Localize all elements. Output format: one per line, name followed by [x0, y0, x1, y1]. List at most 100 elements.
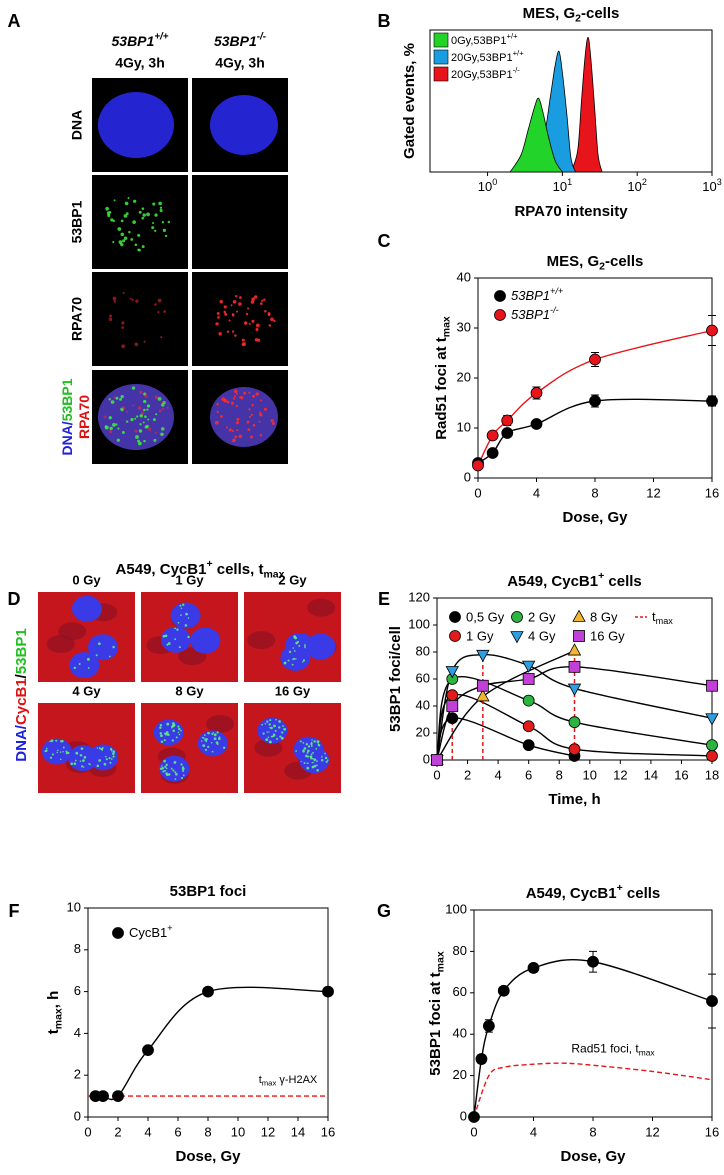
- focus-dot: [238, 302, 242, 306]
- marker: [706, 739, 718, 752]
- focus-dot: [202, 744, 206, 748]
- focus-dot: [310, 753, 313, 756]
- x-axis-label: Dose, Gy: [562, 509, 628, 526]
- y-tick-label: 30: [457, 319, 471, 334]
- text-part: 0: [492, 177, 497, 187]
- focus-dot: [180, 607, 183, 610]
- marker: [446, 700, 459, 712]
- marker: [587, 955, 599, 968]
- marker: [112, 927, 124, 939]
- focus-dot: [204, 748, 207, 751]
- text-part: CycB1: [129, 925, 167, 940]
- x-tick-label: 12: [646, 485, 660, 500]
- focus-dot: [185, 612, 188, 616]
- focus-dot: [278, 726, 281, 729]
- focus-dot: [240, 396, 244, 400]
- focus-dot: [153, 438, 157, 442]
- focus-dot: [223, 310, 227, 314]
- focus-dot: [159, 726, 162, 729]
- focus-dot: [134, 342, 139, 347]
- histogram-area: [570, 36, 603, 173]
- focus-dot: [155, 413, 158, 416]
- focus-dot: [293, 635, 297, 638]
- focus-dot: [141, 245, 145, 249]
- focus-dot: [178, 733, 181, 736]
- focus-dot: [284, 661, 287, 664]
- focus-dot: [165, 767, 168, 770]
- nucleus: [88, 744, 119, 771]
- text-part: max: [263, 568, 284, 580]
- text-part: , h: [45, 991, 62, 1009]
- focus-dot: [143, 340, 146, 343]
- histogram-area: [509, 97, 564, 173]
- focus-dot: [116, 438, 120, 442]
- x-tick-label: 12: [613, 767, 627, 782]
- focus-dot: [213, 737, 217, 741]
- focus-dot: [180, 777, 184, 780]
- x-tick-label: 18: [705, 767, 719, 782]
- focus-dot: [248, 391, 251, 394]
- focus-dot: [164, 634, 168, 638]
- focus-dot: [216, 402, 219, 406]
- focus-dot: [167, 733, 170, 737]
- focus-dot: [78, 662, 81, 666]
- reference-label: tmax γ-H2AX: [259, 1074, 318, 1087]
- focus-dot: [98, 746, 101, 749]
- legend-label: 4 Gy: [528, 628, 556, 643]
- focus-dot: [177, 621, 180, 624]
- text-part: CycB1: [13, 678, 30, 725]
- focus-dot: [246, 420, 250, 424]
- focus-dot: [120, 232, 125, 237]
- focus-dot: [254, 295, 258, 299]
- focus-dot: [128, 230, 131, 234]
- focus-dot: [232, 397, 236, 400]
- focus-dot: [233, 389, 238, 394]
- legend-label: 20Gy,53BP1-/-: [451, 66, 520, 81]
- y-tick-label: 20: [457, 369, 471, 384]
- cell-texture: [247, 631, 276, 650]
- focus-dot: [154, 303, 157, 306]
- focus-dot: [159, 208, 163, 213]
- focus-dot: [252, 394, 256, 398]
- x-tick-label: 4: [533, 485, 540, 500]
- focus-dot: [221, 397, 226, 402]
- focus-dot: [112, 750, 116, 753]
- focus-dot: [292, 658, 294, 661]
- focus-dot: [121, 321, 125, 325]
- focus-dot: [118, 240, 123, 244]
- y-axis-label: tmax, h: [45, 991, 64, 1035]
- focus-dot: [174, 778, 177, 780]
- focus-dot: [152, 202, 156, 206]
- marker: [706, 324, 718, 337]
- focus-dot: [108, 757, 111, 760]
- focus-dot: [251, 403, 254, 407]
- focus-dot: [224, 312, 228, 316]
- focus-dot: [265, 738, 269, 742]
- column-header: 53BP1+/+: [112, 31, 169, 49]
- focus-dot: [233, 395, 237, 398]
- text-part: +/+: [506, 32, 518, 41]
- focus-dot: [247, 307, 250, 310]
- focus-dot: [311, 765, 314, 768]
- focus-dot: [109, 426, 113, 431]
- focus-dot: [187, 635, 190, 639]
- focus-dot: [287, 659, 290, 662]
- text-part: 0Gy,53BP1: [451, 35, 506, 47]
- x-tick-label: 0: [433, 767, 440, 782]
- focus-dot: [148, 427, 152, 431]
- focus-dot: [126, 410, 129, 413]
- text-part: +: [206, 558, 212, 570]
- focus-dot: [125, 420, 129, 423]
- marker: [522, 720, 535, 733]
- focus-dot: [133, 199, 137, 203]
- focus-dot: [250, 413, 254, 417]
- focus-dot: [276, 737, 279, 740]
- focus-dot: [251, 319, 255, 323]
- focus-dot: [182, 766, 185, 769]
- focus-dot: [59, 751, 62, 753]
- focus-dot: [301, 661, 304, 663]
- focus-dot: [127, 197, 130, 200]
- focus-dot: [112, 645, 115, 649]
- text-part: 10: [627, 179, 641, 194]
- focus-dot: [230, 401, 234, 405]
